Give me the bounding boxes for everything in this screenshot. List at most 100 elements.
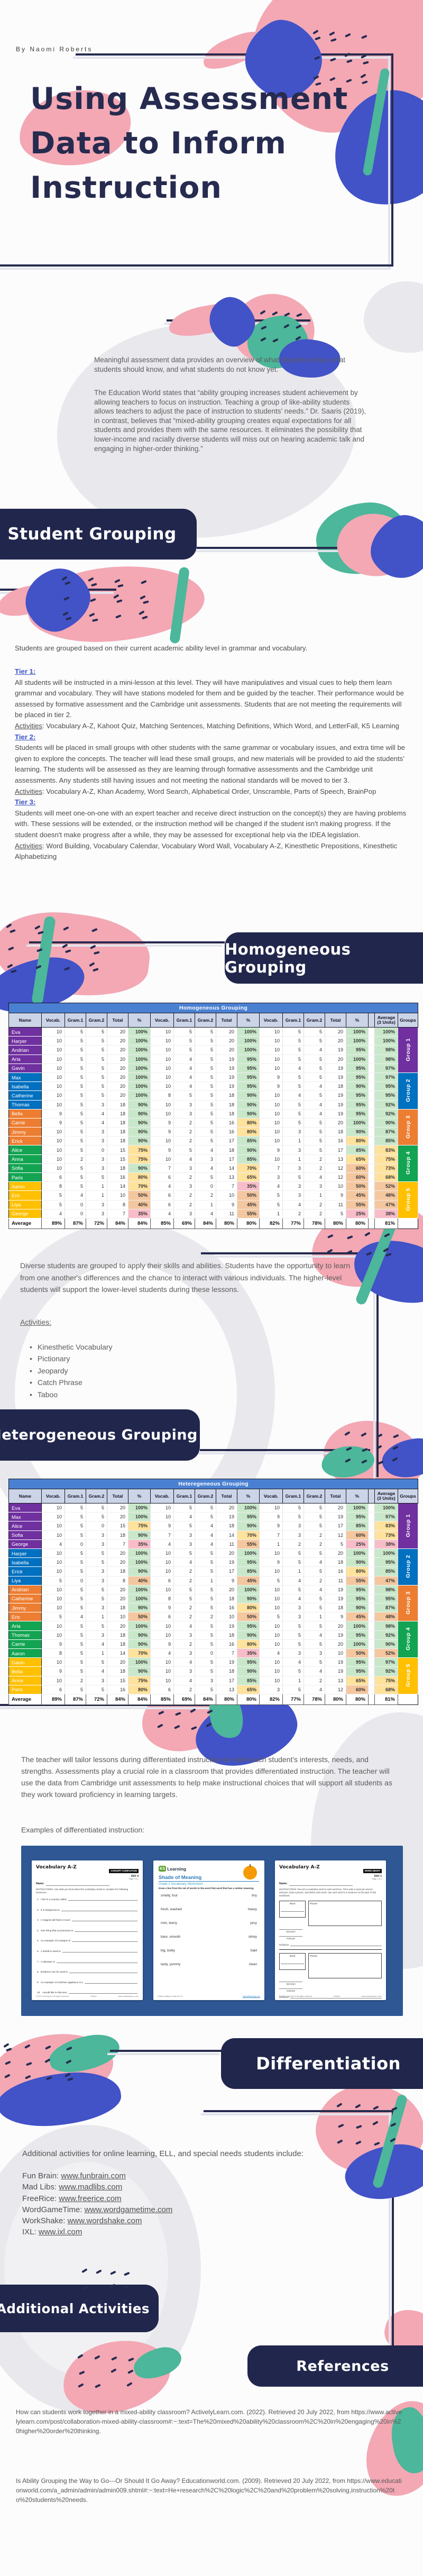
- worksheet-footer-center: Review: [334, 1995, 340, 1997]
- activity-link-label: Mad Libs:: [22, 2183, 59, 2192]
- percent-cell: 90%: [237, 1145, 260, 1155]
- score-cell: 18: [107, 1118, 128, 1128]
- percent-cell: 100%: [128, 1064, 151, 1073]
- score-cell: 2: [173, 1127, 195, 1137]
- score-cell: 18: [325, 1127, 346, 1137]
- score-cell: 9: [259, 1145, 283, 1155]
- score-cell: 19: [325, 1666, 346, 1676]
- score-cell: 3: [86, 1566, 107, 1576]
- score-cell: 19: [325, 1585, 346, 1594]
- score-cell: 2: [173, 1136, 195, 1146]
- score-cell: 16: [216, 1603, 237, 1613]
- worksheet-instructions: Draw a line from the set of words to the…: [159, 1887, 254, 1890]
- percent-cell: 55%: [346, 1200, 369, 1209]
- group-label-cell: Group 1: [398, 1503, 418, 1549]
- percent-cell: 85%: [237, 1136, 260, 1146]
- column-header: Vocab.: [259, 1489, 283, 1504]
- student-row: Jimmy 10 5 3 18 90% 9 2 5 16 80% 10 3 5 18 90% 87%: [8, 1127, 418, 1137]
- activity-link-url[interactable]: www.freerice.com: [59, 2194, 122, 2203]
- score-cell: 3: [86, 1630, 107, 1640]
- score-cell: 3: [86, 1100, 107, 1110]
- percent-cell: 70%: [128, 1648, 151, 1658]
- score-cell: 10: [216, 1612, 237, 1622]
- percent-cell: 80%: [237, 1639, 260, 1649]
- word-box: Word: [279, 1901, 306, 1918]
- percent-cell: 100%: [128, 1036, 151, 1046]
- score-cell: 5: [86, 1172, 107, 1182]
- activity-link-url[interactable]: www.funbrain.com: [61, 2171, 126, 2180]
- student-row: Liya 5 0 3 8 40% 6 2 1 9 45% 5 4 2 11 55% 47%: [8, 1576, 418, 1585]
- score-cell: 4: [304, 1630, 325, 1640]
- activity-link-url[interactable]: www.ixl.com: [38, 2227, 82, 2237]
- score-cell: 5: [86, 1036, 107, 1046]
- student-row: Thomas 10 5 3 18 90% 10 3 5 18 90% 10 5 4 19 95% 92%: [8, 1630, 418, 1640]
- score-cell: 9: [325, 1190, 346, 1200]
- worksheet-page: Page 1 of 1: [128, 1878, 139, 1880]
- score-cell: 16: [216, 1639, 237, 1649]
- percent-cell: 95%: [346, 1594, 369, 1604]
- score-cell: 15: [107, 1145, 128, 1155]
- score-cell: 1: [282, 1154, 304, 1164]
- average-cell: 84%: [107, 1693, 128, 1705]
- percent-cell: 65%: [346, 1676, 369, 1685]
- tier-1-activities: : Vocabulary A-Z, Kahoot Quiz, Matching …: [42, 721, 399, 730]
- tier-2-body: Students will be placed in small groups …: [15, 744, 406, 784]
- activity-link-url[interactable]: www.wordgametime.com: [84, 2205, 173, 2214]
- student-row: Eva 10 5 5 20 100% 10 5 5 20 100% 10 5 5 20 100% 100% Gro…: [8, 1027, 418, 1073]
- average-cell: 69%: [173, 1217, 195, 1229]
- percent-cell: 85%: [374, 1136, 398, 1146]
- fill-in-blank-item: 2. It is dangerous to: [37, 1908, 137, 1911]
- student-name-cell: Sofia: [8, 1163, 42, 1174]
- score-cell: 17: [216, 1676, 237, 1685]
- column-header: Total: [325, 1489, 346, 1504]
- score-cell: 5: [86, 1081, 107, 1092]
- percent-cell: 92%: [374, 1109, 398, 1119]
- average-cell: 82%: [259, 1217, 283, 1229]
- percent-cell: 73%: [374, 1530, 398, 1540]
- score-cell: 8: [41, 1648, 65, 1658]
- percent-cell: 45%: [346, 1612, 369, 1622]
- score-cell: 16: [216, 1127, 237, 1137]
- score-cell: 10: [150, 1666, 174, 1676]
- activity-link-url[interactable]: www.madlibs.com: [59, 2183, 123, 2192]
- student-row: Jimmy 10 5 3 18 90% 9 2 5 16 80% 10 3 5 18 90% 87%: [8, 1603, 418, 1613]
- activity-link-url[interactable]: www.wordshake.com: [67, 2216, 142, 2226]
- student-name-cell: Eva: [8, 1027, 42, 1037]
- percent-cell: 90%: [128, 1639, 151, 1649]
- percent-cell: 100%: [237, 1045, 260, 1055]
- score-cell: 16: [325, 1566, 346, 1576]
- student-name-cell: Anna: [8, 1154, 42, 1164]
- percent-cell: 75%: [374, 1676, 398, 1685]
- percent-cell: 40%: [128, 1576, 151, 1585]
- score-cell: 9: [150, 1603, 174, 1613]
- score-cell: 2: [304, 1154, 325, 1164]
- score-cell: 5: [65, 1503, 86, 1513]
- score-cell: 9: [259, 1081, 283, 1092]
- score-cell: 5: [304, 1027, 325, 1037]
- score-cell: 5: [195, 1100, 216, 1110]
- k5-logo-text: Learning: [167, 1866, 187, 1872]
- tier-3-activities: : Word Building, Vocabulary Calendar, Vo…: [15, 841, 398, 861]
- student-name-cell: Paris: [8, 1172, 42, 1182]
- percent-cell: 100%: [128, 1072, 151, 1083]
- matching-pair-row: smelly, foul tiny: [161, 1894, 257, 1897]
- frame-line-top: [76, 53, 393, 56]
- percent-cell: 65%: [237, 1685, 260, 1694]
- score-cell: 10: [150, 1557, 174, 1567]
- score-cell: 4: [304, 1109, 325, 1119]
- score-cell: 10: [150, 1027, 174, 1037]
- percent-cell: 45%: [237, 1576, 260, 1585]
- score-cell: 10: [259, 1136, 283, 1146]
- percent-cell: 68%: [374, 1685, 398, 1694]
- score-cell: 10: [41, 1676, 65, 1685]
- line-from-heterogeneous-banner: [200, 1449, 370, 1451]
- score-cell: 5: [304, 1136, 325, 1146]
- student-name-cell: Alice: [8, 1521, 42, 1531]
- decorative-line-right-2: [204, 2110, 394, 2112]
- group-label-cell: Group 2: [398, 1548, 418, 1585]
- percent-cell: 95%: [346, 1064, 369, 1073]
- score-cell: 5: [195, 1136, 216, 1146]
- score-cell: 10: [259, 1657, 283, 1667]
- word-box: Word: [279, 1953, 306, 1970]
- average-cell: 80%: [346, 1217, 369, 1229]
